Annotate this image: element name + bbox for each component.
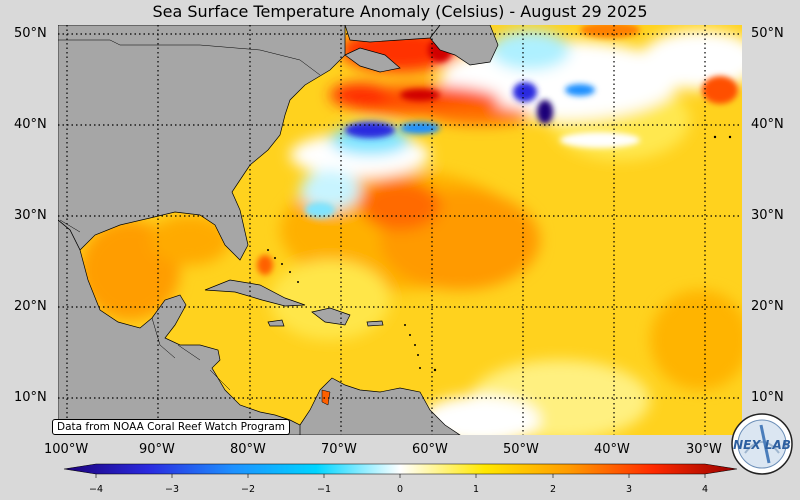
- lat-label-50n-right: 50°N: [751, 26, 784, 41]
- central-america: [58, 219, 311, 435]
- graticule: [58, 25, 742, 435]
- lon-label-50w: 50°W: [503, 442, 539, 457]
- lat-label-30n-right: 30°N: [751, 208, 784, 223]
- puerto-rico: [366, 320, 384, 327]
- small-islands: [267, 135, 732, 372]
- colorbar-tick-label: −4: [89, 484, 104, 495]
- lon-label-60w: 60°W: [412, 442, 448, 457]
- colorbar-tick-label: 2: [550, 484, 557, 495]
- lat-label-30n-left: 30°N: [14, 208, 47, 223]
- lon-label-100w: 100°W: [44, 442, 89, 457]
- data-credit: Data from NOAA Coral Reef Watch Program: [52, 419, 290, 435]
- colorbar-tick-label: 1: [473, 484, 480, 495]
- lat-label-10n-left: 10°N: [14, 390, 47, 405]
- lon-label-40w: 40°W: [594, 442, 630, 457]
- borders: [58, 39, 321, 391]
- lat-label-20n-right: 20°N: [751, 299, 784, 314]
- cuba: [204, 279, 306, 307]
- nexlab-logo-icon: NEX LAB: [731, 413, 793, 475]
- colorbar-tick-label: −1: [317, 484, 332, 495]
- lat-label-40n-left: 40°N: [14, 117, 47, 132]
- lon-label-90w: 90°W: [139, 442, 175, 457]
- south-america: [299, 377, 461, 435]
- lat-label-20n-left: 20°N: [14, 299, 47, 314]
- lat-label-50n-left: 50°N: [14, 26, 47, 41]
- north-america: [58, 25, 346, 261]
- colorbar-tick-label: −2: [241, 484, 256, 495]
- anomaly-detail: [257, 25, 738, 275]
- land-masses: [58, 25, 499, 435]
- jamaica: [267, 319, 285, 327]
- lat-label-40n-right: 40°N: [751, 117, 784, 132]
- colorbar: [63, 463, 738, 475]
- lake-maracaibo: [321, 389, 331, 406]
- colorbar-tick-label: 4: [702, 484, 709, 495]
- colorbar-tick-label: 3: [626, 484, 633, 495]
- colorbar-tick-label: −3: [165, 484, 180, 495]
- lat-label-10n-right: 10°N: [751, 390, 784, 405]
- lon-label-70w: 70°W: [321, 442, 357, 457]
- newfoundland: [429, 25, 499, 66]
- hispaniola: [311, 307, 351, 326]
- nova-scotia: [344, 47, 401, 73]
- lon-label-80w: 80°W: [230, 442, 266, 457]
- map-area: [58, 25, 742, 435]
- logo-text: NEX LAB: [733, 438, 791, 452]
- colorbar-ticks: [95, 474, 706, 478]
- colorbar-tick-label: 0: [397, 484, 404, 495]
- lon-label-30w: 30°W: [686, 442, 722, 457]
- map-title: Sea Surface Temperature Anomaly (Celsius…: [152, 2, 648, 21]
